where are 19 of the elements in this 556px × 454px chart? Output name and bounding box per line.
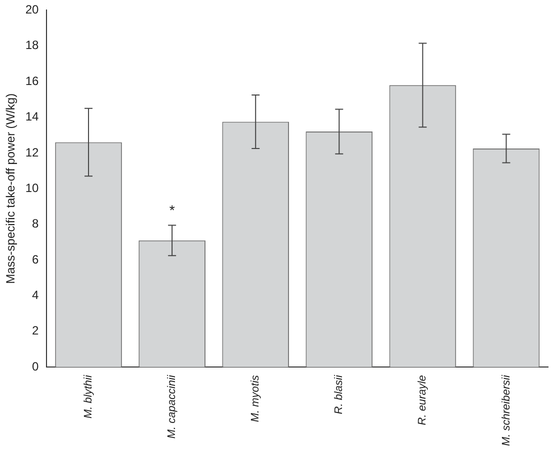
x-tick-label: R. eurayle bbox=[416, 375, 429, 426]
y-tick-label: 20 bbox=[25, 2, 40, 17]
y-tick-label: 6 bbox=[32, 252, 40, 266]
y-tick-label: 2 bbox=[32, 324, 40, 338]
y-tick-label: 0 bbox=[32, 359, 40, 374]
y-tick-label: 12 bbox=[25, 145, 40, 160]
x-tick-label: R. blasii bbox=[333, 374, 346, 414]
x-tick-label: M. capaccinii bbox=[166, 374, 178, 439]
y-tick-label: 16 bbox=[25, 74, 40, 88]
y-tick-label: 10 bbox=[25, 180, 40, 195]
annotation: * bbox=[169, 202, 176, 218]
x-tick-label: M. schreibersii bbox=[500, 374, 512, 446]
y-axis-title: Mass-specific take-off power (W/kg) bbox=[4, 93, 18, 284]
y-tick-label: 8 bbox=[32, 216, 40, 231]
y-tick-label: 18 bbox=[25, 38, 40, 52]
y-tick-label: 4 bbox=[32, 288, 40, 302]
x-tick-label: M. myotis bbox=[250, 374, 262, 422]
y-tick-label: 14 bbox=[25, 110, 40, 124]
x-tick-label: M. blythii bbox=[82, 374, 95, 418]
